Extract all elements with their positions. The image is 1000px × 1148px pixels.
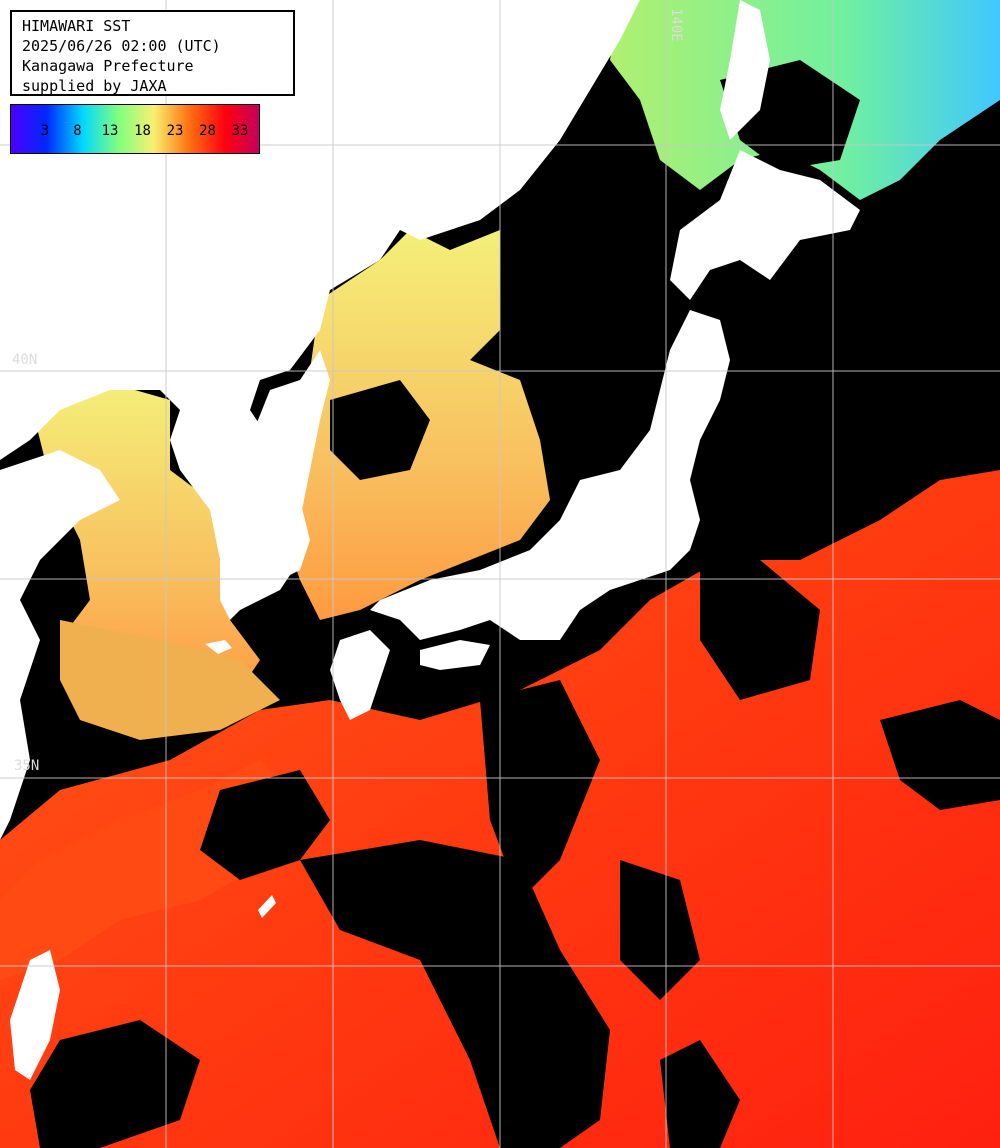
scale-tick-label: 33 (232, 123, 249, 139)
cloud-streak-4 (200, 770, 330, 880)
sst-mild-shelf (60, 620, 280, 740)
scale-tick-label: 13 (102, 123, 119, 139)
land-honshu (370, 310, 730, 640)
land-korea (220, 350, 330, 610)
land-hokkaido (670, 150, 860, 300)
land-okinawa (258, 895, 276, 918)
scale-tick-label: 8 (73, 123, 81, 139)
product-title: HIMAWARI SST (22, 17, 131, 35)
cloud-streak-1 (480, 680, 600, 900)
sst-mild-yellow-sea (30, 380, 260, 700)
land-sakhalin (720, 0, 770, 140)
land-kyushu (330, 630, 390, 720)
lat-35-label: 35N (14, 758, 40, 774)
scale-tick-label: 18 (134, 123, 151, 139)
land-jeju (205, 640, 232, 654)
land-taiwan (10, 950, 60, 1080)
scale-tick-label: 28 (199, 123, 216, 139)
color-scale-gradient (11, 105, 259, 153)
color-scale-ticks: 3 8 13 18 23 28 33 (41, 123, 249, 139)
cloud-streak-2 (700, 560, 820, 700)
cloud-blob-north-sea (500, 180, 680, 470)
scale-tick-label: 3 (41, 123, 49, 139)
cloud-streak-8 (660, 1040, 740, 1148)
provider-prefecture: Kanagawa Prefecture (22, 57, 194, 75)
cloud-blob-sea-of-japan (330, 380, 430, 480)
land-shikoku (420, 640, 490, 670)
cloud-streak-6 (880, 700, 1000, 810)
lat-40-label: 40N (12, 352, 38, 368)
data-credit: supplied by JAXA (22, 77, 167, 95)
land-asia-mainland (0, 0, 640, 620)
land-china-coast (0, 450, 120, 840)
scale-tick-label: 23 (167, 123, 184, 139)
lon-140-label: 140E (668, 8, 684, 42)
color-scale-legend: 3 8 13 18 23 28 33 (10, 104, 260, 154)
info-box: HIMAWARI SST 2025/06/26 02:00 (UTC) Kana… (10, 10, 295, 96)
cloud-streak-5 (620, 860, 700, 1000)
cloud-streak-7 (30, 1020, 200, 1148)
timestamp: 2025/06/26 02:00 (UTC) (22, 37, 221, 55)
cloud-streak-3 (300, 840, 610, 1148)
color-scale-bar: 3 8 13 18 23 28 33 (11, 105, 259, 153)
